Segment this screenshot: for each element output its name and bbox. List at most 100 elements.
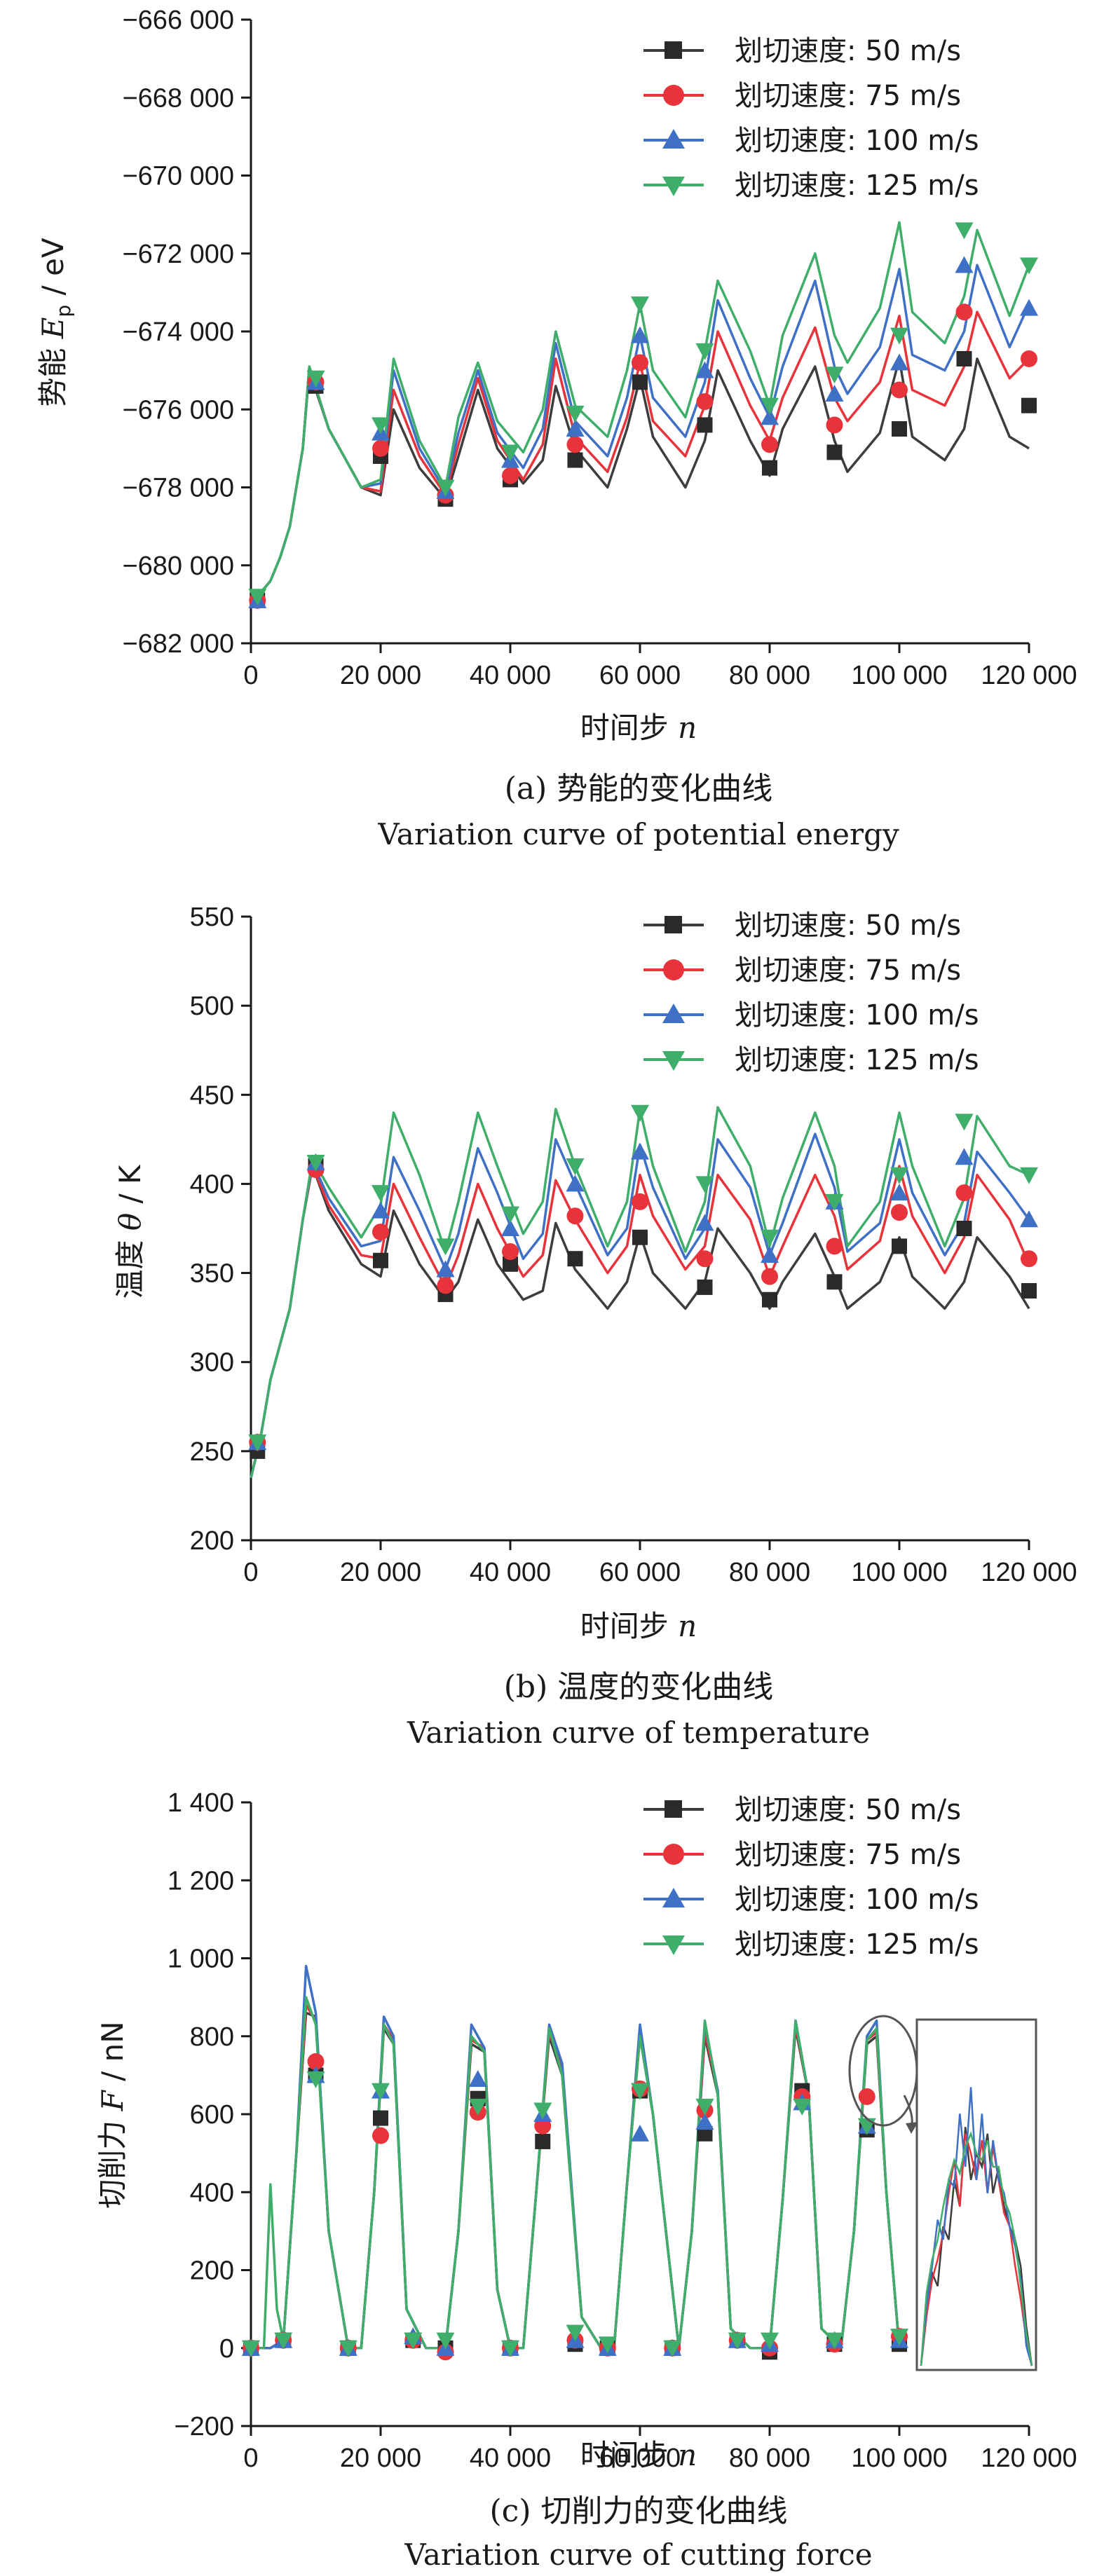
marker-circle — [632, 1193, 648, 1210]
y-tick-label: −200 — [174, 2412, 234, 2441]
series-line-125 — [251, 1996, 901, 2350]
chart-a-potential-energy: −682 000 −680 000 −678 000 −676 000 −674 000… — [36, 6, 1077, 851]
marker-triangle-down — [468, 2098, 487, 2116]
legend-marker-circle — [663, 959, 684, 980]
y-tick-label: 1 000 — [168, 1945, 234, 1974]
x-tick-label: 20 000 — [340, 2444, 421, 2473]
marker-triangle-down — [306, 2071, 325, 2088]
marker-triangle-down — [631, 2083, 649, 2100]
marker-triangle-down — [1020, 257, 1038, 275]
series-line-75 — [250, 1165, 1030, 1479]
chart-b-axes: 200 250 300 350 400 450 500 550 0 20 000 40 000 60 … — [190, 903, 1077, 1587]
marker-triangle-down — [825, 366, 844, 384]
marker-triangle-down — [793, 2098, 812, 2116]
marker-triangle — [955, 256, 974, 273]
marker-triangle-down — [436, 479, 455, 497]
marker-triangle — [566, 420, 585, 437]
marker-circle — [955, 1184, 973, 1202]
marker-triangle-down — [890, 1167, 908, 1184]
legend-marker-square — [665, 916, 682, 933]
marker-circle — [502, 1243, 519, 1261]
marker-triangle-down — [761, 397, 779, 415]
marker-triangle-down — [663, 2340, 682, 2357]
inset-series-line-125 — [920, 2130, 1033, 2366]
marker-triangle-down — [598, 2336, 617, 2354]
marker-triangle-down — [372, 1185, 390, 1203]
series-line-125 — [250, 1106, 1030, 1479]
chart-c-caption-en: Variation curve of cutting force — [404, 2537, 872, 2572]
marker-square — [697, 1279, 713, 1295]
marker-triangle-down — [825, 2332, 844, 2350]
legend-marker-circle — [663, 85, 684, 106]
marker-circle — [696, 1250, 714, 1268]
marker-triangle-down — [372, 2083, 390, 2100]
marker-triangle-down — [695, 2098, 714, 2116]
marker-triangle-down — [533, 2102, 552, 2120]
marker-square — [373, 2110, 388, 2126]
chart-b-temperature: 200 250 300 350 400 450 500 550 0 20 000 40 000 60 … — [113, 903, 1077, 1750]
chart-c-x-axis-title: 时间步 n — [580, 2438, 697, 2472]
legend-marker-triangle-down — [662, 1051, 685, 1071]
chart-b-caption-en: Variation curve of temperature — [407, 1715, 870, 1750]
legend-marker-triangle — [662, 1003, 685, 1023]
marker-square — [535, 2133, 551, 2149]
legend-marker-triangle — [662, 129, 685, 149]
marker-triangle-down — [248, 589, 267, 606]
marker-triangle-down — [501, 444, 519, 462]
chart-c-inset-frame — [915, 2018, 1037, 2371]
marker-square — [503, 1256, 518, 1272]
y-tick-label: 350 — [190, 1259, 234, 1289]
marker-square — [697, 2125, 713, 2142]
marker-square — [567, 1251, 583, 1267]
chart-c-plot-area — [242, 1964, 908, 2361]
chart-b-caption-cn: (b) 温度的变化曲线 — [504, 1669, 773, 1705]
x-tick-label: 20 000 — [340, 661, 421, 690]
x-tick-label: 100 000 — [851, 661, 947, 690]
chart-c-y-axis-title: 切削力 F / nN — [95, 2021, 130, 2208]
marker-triangle-down — [306, 1154, 325, 1172]
chart-a-legend-item-75: 划切速度: 75 m/s — [643, 80, 961, 112]
series-line-100 — [250, 1132, 1030, 1479]
series-line-50 — [250, 1165, 1030, 1479]
marker-triangle — [761, 408, 779, 425]
marker-square — [762, 1292, 777, 1308]
marker-triangle — [761, 1246, 779, 1263]
legend-marker-circle — [663, 1844, 684, 1865]
marker-triangle — [695, 2113, 714, 2130]
marker-triangle-down — [274, 2332, 293, 2350]
x-tick-label: 20 000 — [340, 1558, 421, 1587]
chart-b-legend-label-100: 划切速度: 100 m/s — [735, 999, 979, 1032]
marker-triangle — [955, 1148, 974, 1165]
marker-circle — [372, 2127, 389, 2144]
chart-c-axes: −200 0 200 400 600 800 1 000 1 200 1 400 0 20 000 4… — [168, 1788, 1077, 2473]
marker-square — [762, 460, 777, 476]
y-tick-label: −672 000 — [122, 240, 234, 269]
marker-triangle-down — [761, 1229, 779, 1247]
chart-c-legend-label-50: 划切速度: 50 m/s — [735, 1794, 961, 1826]
y-tick-label: −680 000 — [122, 551, 234, 581]
x-tick-label: 40 000 — [470, 2444, 551, 2473]
x-tick-label: 60 000 — [599, 1558, 681, 1587]
marker-triangle-down — [825, 1193, 844, 1211]
chart-c-legend-item-100: 划切速度: 100 m/s — [643, 1884, 979, 1916]
marker-circle — [566, 436, 584, 453]
marker-triangle-down — [761, 2332, 779, 2350]
y-tick-label: 550 — [190, 903, 234, 932]
marker-circle — [858, 2088, 875, 2105]
chart-c-legend: 划切速度: 50 m/s 划切速度: 75 m/s 划切速度: 100 m/s … — [643, 1794, 979, 1961]
chart-c-legend-label-125: 划切速度: 125 m/s — [735, 1928, 979, 1961]
chart-b-legend-item-125: 划切速度: 125 m/s — [643, 1044, 979, 1076]
marker-square — [1021, 1283, 1037, 1299]
x-tick-label: 80 000 — [729, 2444, 810, 2473]
x-tick-label: 0 — [243, 2444, 258, 2473]
chart-c-zoom-ellipse — [848, 2015, 918, 2127]
marker-triangle — [372, 1201, 390, 1219]
marker-triangle — [631, 1142, 649, 1160]
chart-a-y-axis-title: 势能 Ep / eV — [36, 238, 75, 407]
y-tick-label: 300 — [190, 1348, 234, 1378]
marker-triangle — [695, 361, 714, 378]
marker-triangle-down — [955, 222, 974, 240]
marker-square — [892, 421, 907, 437]
marker-triangle-down — [339, 2340, 357, 2357]
